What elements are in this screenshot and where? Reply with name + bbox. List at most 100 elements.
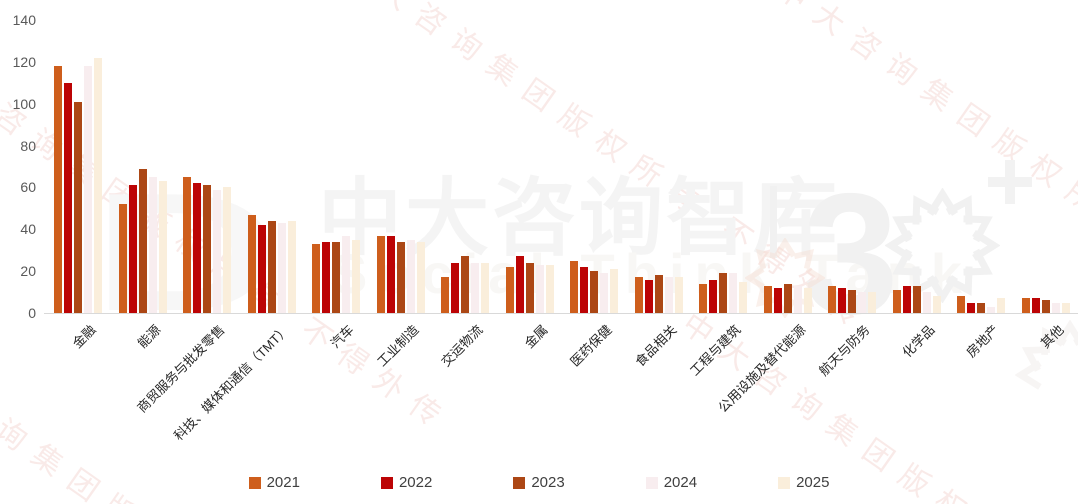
y-tick-label: 40: [20, 221, 36, 238]
bar-group-14: [885, 20, 950, 313]
bar-2024: [1051, 303, 1060, 313]
bar-2021: [957, 296, 966, 313]
legend-item-2025: 2025: [778, 474, 829, 492]
bar-2024: [793, 286, 802, 313]
legend-label: 2022: [398, 474, 433, 491]
bar-2021: [763, 286, 772, 313]
bar-2021: [699, 284, 708, 313]
x-axis-labels: 金融 能源 商贸服务与批发零售 科技、媒体和通信（TMT） 汽车 工业制造 交运物流 金属 医药…: [69, 322, 1067, 444]
bar-2021: [54, 66, 63, 313]
bar-2022: [644, 280, 653, 313]
bar-2021: [376, 236, 385, 313]
legend-label: 2025: [796, 474, 830, 491]
x-category-label: 金融: [69, 322, 99, 352]
x-category-label: 工程与建筑: [687, 322, 744, 379]
bar-2025: [1061, 303, 1070, 313]
x-axis-line: [44, 313, 1078, 314]
bar-2021: [118, 204, 127, 313]
bar-2025: [868, 292, 877, 313]
bar-2021: [505, 267, 514, 313]
bar-group-7: [433, 20, 498, 313]
bar-group-10: [627, 20, 692, 313]
bar-group-2: [111, 20, 176, 313]
legend-item-2023: 2023: [513, 474, 565, 492]
bar-2024: [729, 273, 738, 313]
bar-2022: [709, 280, 718, 313]
bar-2021: [441, 277, 450, 313]
bar-2023: [783, 284, 792, 313]
bar-2025: [803, 288, 812, 313]
bar-2025: [674, 277, 683, 313]
legend-label: 2024: [663, 474, 698, 491]
chart-legend: 2021 2022 2023 2024 2025: [0, 474, 1078, 492]
bar-2023: [74, 102, 83, 313]
bar-2022: [515, 256, 524, 313]
x-category-label: 金属: [521, 322, 551, 352]
bar-group-8: [498, 20, 563, 313]
bar-2024: [148, 177, 157, 313]
bar-2022: [193, 183, 202, 313]
bar-2024: [277, 223, 286, 313]
y-tick-label: 100: [12, 95, 36, 112]
bar-group-12: [756, 20, 821, 313]
x-category-label: 工业制造: [373, 322, 422, 370]
bar-2024: [406, 240, 415, 313]
bar-2022: [451, 263, 460, 313]
legend-item-2022: 2022: [380, 474, 433, 492]
y-axis: 0 20 40 60 80 100 120 140: [0, 0, 36, 330]
bar-2025: [287, 221, 296, 313]
bar-group-15: [949, 20, 1014, 313]
bar-2022: [386, 236, 395, 313]
x-category-label: 化学品: [899, 322, 938, 361]
legend-swatch-icon: [513, 477, 526, 489]
bar-2021: [1021, 298, 1030, 313]
x-category-label: 交运物流: [438, 322, 486, 370]
bar-2021: [312, 244, 321, 313]
bar-2022: [64, 83, 73, 313]
bar-2022: [580, 267, 589, 313]
y-tick-label: 140: [12, 12, 36, 28]
bar-2024: [664, 277, 673, 313]
legend-label: 2023: [531, 474, 565, 491]
bar-2022: [322, 242, 331, 313]
bar-2023: [203, 185, 212, 313]
bar-group-3: [175, 20, 240, 313]
bar-2023: [977, 303, 986, 313]
bar-2024: [922, 292, 931, 313]
bar-2025: [352, 240, 361, 313]
bar-2025: [997, 298, 1006, 313]
bar-2021: [634, 277, 643, 313]
bar-2023: [1041, 300, 1050, 313]
legend-swatch-icon: [778, 477, 791, 489]
bar-2024: [471, 263, 480, 313]
bar-2022: [902, 286, 911, 313]
legend-label: 2021: [266, 474, 300, 491]
bar-2023: [654, 275, 663, 313]
bar-2023: [267, 221, 276, 313]
bar-2025: [932, 296, 941, 313]
bar-2025: [610, 269, 619, 313]
legend-item-2024: 2024: [645, 474, 698, 492]
y-tick-label: 0: [28, 305, 36, 321]
bar-2025: [158, 181, 167, 313]
bar-2021: [828, 286, 837, 313]
bar-2023: [590, 271, 599, 313]
legend-swatch-icon: [380, 477, 393, 489]
bar-group-4: [240, 20, 305, 313]
bar-2023: [912, 286, 921, 313]
bar-2025: [481, 263, 490, 313]
y-tick-label: 120: [12, 53, 36, 70]
bar-2021: [247, 215, 256, 313]
bar-group-16: [1014, 20, 1078, 313]
bar-2021: [183, 177, 192, 313]
bar-2021: [570, 261, 579, 313]
bar-2022: [838, 288, 847, 313]
bar-2022: [967, 303, 976, 313]
x-category-label: 科技、媒体和通信（TMT）: [170, 322, 293, 444]
y-tick-label: 80: [20, 137, 36, 154]
bar-group-1: [46, 20, 111, 313]
legend-item-2021: 2021: [248, 474, 300, 492]
x-category-label: 能源: [134, 322, 164, 352]
x-category-label: 食品相关: [631, 322, 680, 370]
x-category-label: 其他: [1037, 322, 1067, 352]
